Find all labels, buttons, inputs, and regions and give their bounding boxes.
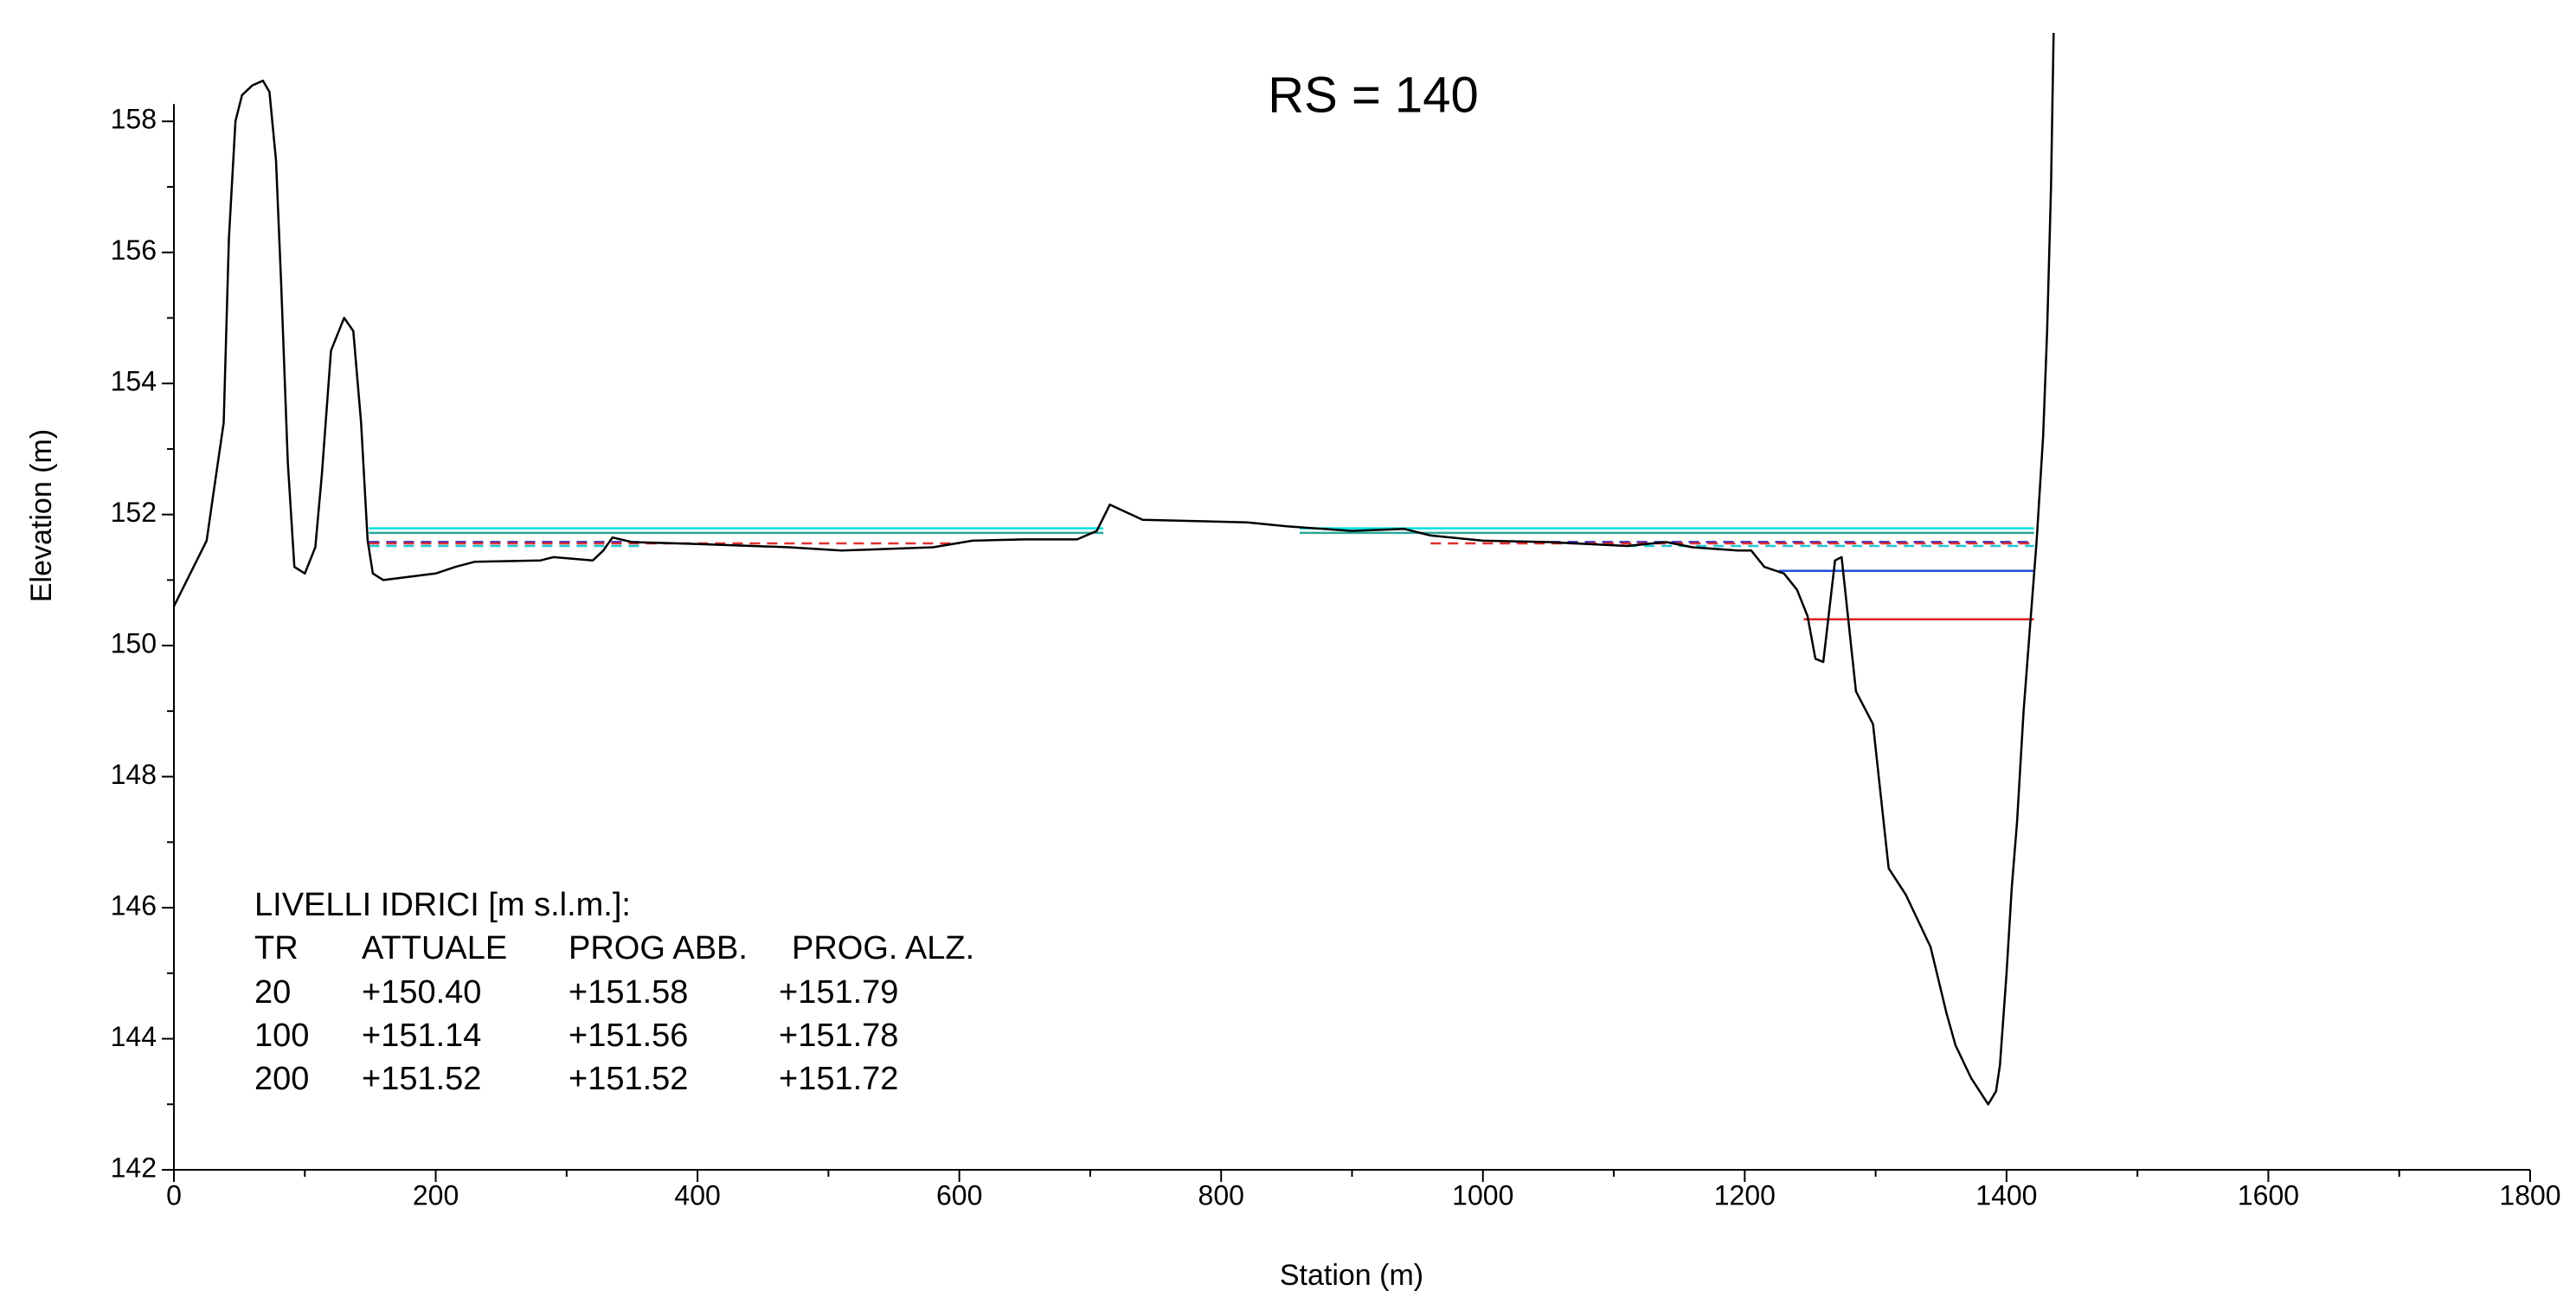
table-cell: 100 (254, 1018, 309, 1054)
x-tick-label: 800 (1198, 1179, 1244, 1210)
table-cell: +151.79 (779, 974, 898, 1011)
y-tick-label: 152 (111, 497, 157, 528)
y-tick-label: 148 (111, 759, 157, 790)
table-header: PROG. ALZ. (792, 930, 974, 966)
ground-profile (172, 32, 2055, 1106)
table-cell: +151.58 (569, 974, 688, 1011)
table-cell: +151.52 (362, 1061, 481, 1097)
table-cell: 200 (254, 1061, 309, 1097)
table-header: TR (254, 930, 299, 966)
table-cell: +151.14 (362, 1018, 481, 1054)
y-tick-label: 146 (111, 890, 157, 921)
x-tick-label: 200 (413, 1179, 459, 1210)
y-tick-label: 158 (111, 104, 157, 135)
y-axis-label: Elevation (m) (25, 429, 58, 602)
table-title: LIVELLI IDRICI [m s.l.m.]: (254, 887, 631, 923)
x-tick-label: 0 (166, 1179, 182, 1210)
x-tick-label: 1800 (2499, 1179, 2560, 1210)
x-tick-label: 1000 (1452, 1179, 1513, 1210)
chart-title: RS = 140 (1268, 67, 1478, 123)
x-tick-label: 1400 (1975, 1179, 2037, 1210)
table-header: ATTUALE (362, 930, 507, 966)
table-cell: 20 (254, 974, 291, 1011)
x-tick-label: 400 (674, 1179, 720, 1210)
y-tick-label: 144 (111, 1021, 157, 1052)
table-cell: +151.56 (569, 1018, 688, 1054)
x-tick-label: 1200 (1714, 1179, 1776, 1210)
table-header: PROG ABB. (569, 930, 748, 966)
table-cell: +151.72 (779, 1061, 898, 1097)
table-cell: +151.52 (569, 1061, 688, 1097)
y-tick-label: 150 (111, 628, 157, 659)
x-tick-label: 1600 (2238, 1179, 2299, 1210)
x-tick-label: 600 (936, 1179, 982, 1210)
x-axis-label: Station (m) (1280, 1259, 1423, 1292)
y-tick-label: 156 (111, 234, 157, 266)
table-cell: +150.40 (362, 974, 481, 1011)
y-tick-label: 142 (111, 1152, 157, 1183)
table-cell: +151.78 (779, 1018, 898, 1054)
y-tick-label: 154 (111, 366, 157, 397)
